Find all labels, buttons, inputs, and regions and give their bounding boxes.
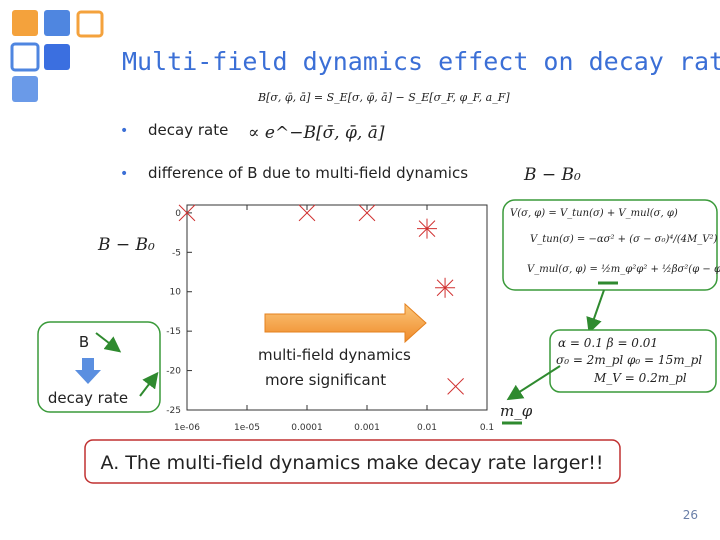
orange-arrow <box>264 302 427 344</box>
parameter-line: α = 0.1 β = 0.01 <box>558 336 658 350</box>
legend-top: B <box>79 333 89 351</box>
arrow-text: more significant <box>265 371 386 389</box>
legend-bottom: decay rate <box>48 389 128 407</box>
potential-line: V_mul(σ, φ) = ½m_φ²φ² + ½βσ²(φ − φ₀)² <box>527 264 720 275</box>
parameter-line: σ₀ = 2m_pl φ₀ = 15m_pl <box>556 353 702 367</box>
bullet: • <box>120 123 128 139</box>
bullet: • <box>120 166 128 182</box>
x-tick-label: 0.1 <box>480 423 494 433</box>
x-tick-label: 1e-05 <box>234 423 260 433</box>
arrow <box>506 365 561 401</box>
point <box>447 377 464 395</box>
point-stroke <box>298 204 316 222</box>
potential-line: V_tun(σ) = −ασ² + (σ − σ₀)⁴/(4M_V²) <box>530 234 718 245</box>
point <box>435 277 456 298</box>
point-stroke <box>447 377 464 395</box>
point <box>417 218 437 239</box>
y-axis-label: B − B₀ <box>97 235 155 255</box>
definition: B[σ, φ̄, ā] = S_E[σ, φ̄, ā] − S_E[σ_F, φ… <box>257 91 510 104</box>
y-tick-label: -25 <box>166 406 181 416</box>
x-tick-label: 0.01 <box>417 423 437 433</box>
parameter-line: M_V = 0.2m_pl <box>593 371 687 385</box>
legend-box <box>37 321 161 413</box>
x-tick-label: 1e-06 <box>174 423 200 433</box>
arrow <box>586 289 605 334</box>
title: Multi-field dynamics effect on decay rat… <box>122 47 720 76</box>
arrow <box>139 371 159 397</box>
point <box>358 204 376 222</box>
point-stroke <box>358 204 376 222</box>
down-arrow <box>75 358 101 384</box>
page-number: 26 <box>683 508 698 522</box>
arrow-text: multi-field dynamics <box>258 346 411 364</box>
plot-frame <box>186 204 488 411</box>
parameter-box <box>549 329 717 393</box>
formula: ∝ e^−B[σ̄, φ̄, ā] <box>248 123 385 143</box>
potential-box <box>502 199 718 291</box>
bullet-text: decay rate <box>148 121 228 139</box>
answer: A. The multi-field dynamics make decay r… <box>101 452 604 474</box>
formula: B − B₀ <box>523 165 581 185</box>
point-stroke <box>178 204 196 222</box>
logo-squares <box>10 10 104 102</box>
x-tick-label: 0.001 <box>354 423 380 433</box>
y-tick-label: 0 <box>175 209 181 219</box>
point <box>178 204 196 222</box>
y-tick-label: -5 <box>172 248 181 258</box>
x-tick-label: 0.0001 <box>291 423 323 433</box>
potential-line: V(σ, φ) = V_tun(σ) + V_mul(σ, φ) <box>510 208 678 219</box>
y-tick-label: -20 <box>166 367 181 377</box>
mass-label: m_φ <box>500 402 533 420</box>
y-tick-label: -15 <box>166 327 181 337</box>
y-tick-label: 10 <box>170 288 182 298</box>
bullet-text: difference of B due to multi-field dynam… <box>148 164 468 182</box>
plot: 1e-06 1e-05 0.0001 0.001 0.01 0.1 0 -5 10 -15 -20 -… <box>166 204 494 433</box>
answer-box <box>84 439 621 484</box>
arrow <box>95 332 122 353</box>
point <box>298 204 316 222</box>
